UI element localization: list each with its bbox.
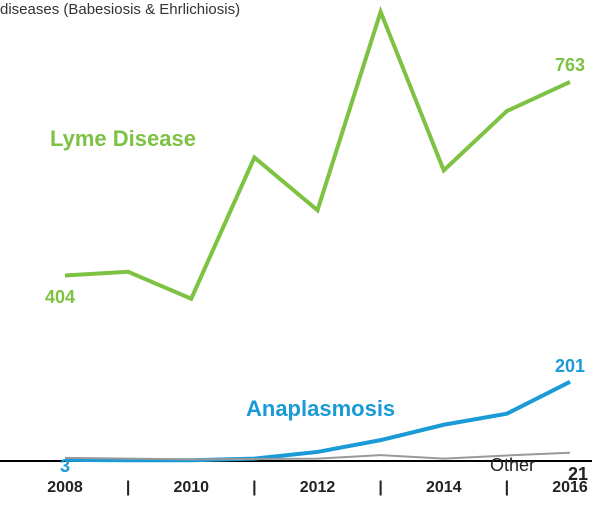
x-tick-label: 2008: [47, 479, 83, 496]
series-label: Anaplasmosis: [246, 396, 395, 421]
x-tick-label: 2014: [426, 479, 462, 496]
data-label: 404: [45, 287, 75, 307]
series-label: Lyme Disease: [50, 126, 196, 151]
x-tick-label: |: [505, 479, 509, 496]
data-label: 21: [568, 464, 588, 484]
data-label: 3: [60, 456, 70, 476]
x-tick-label: |: [252, 479, 256, 496]
data-label: 201: [555, 356, 585, 376]
chart-subtitle: diseases (Babesiosis & Ehrlichiosis): [0, 1, 240, 18]
data-label: 763: [555, 55, 585, 75]
series-label: Other: [490, 455, 535, 475]
x-tick-label: 2012: [300, 479, 336, 496]
x-tick-label: 2010: [173, 479, 209, 496]
x-tick-label: |: [126, 479, 130, 496]
series-line: [64, 380, 571, 463]
series-line: [64, 451, 571, 461]
x-tick-label: |: [378, 479, 382, 496]
x-tick-label: 2016: [552, 479, 588, 496]
series-line: [64, 5, 571, 302]
